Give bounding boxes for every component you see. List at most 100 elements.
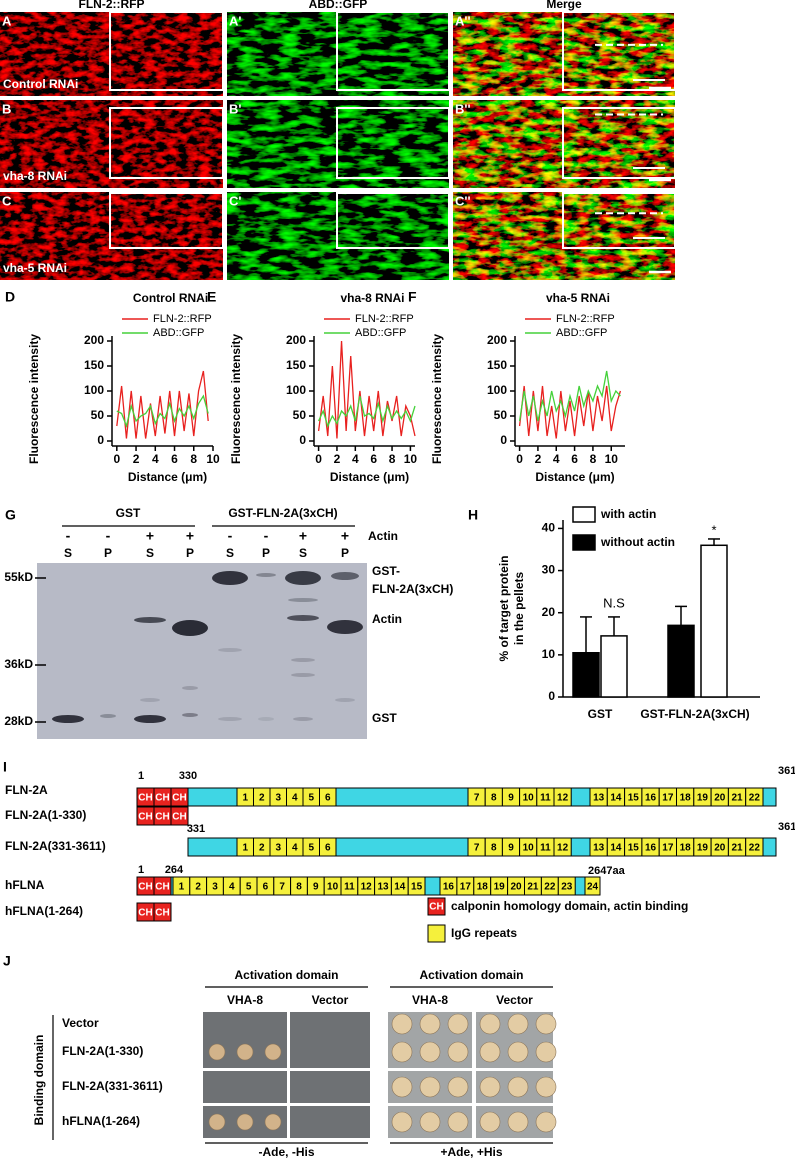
colony [535,1111,557,1133]
colony [479,1111,501,1133]
repeat-label: 5 [246,882,252,893]
panel-letter: G [5,507,16,523]
y-tick-label: 30 [542,563,556,577]
repeat-label: 14 [610,793,622,804]
column-label: VHA-8 [227,993,263,1007]
legend-igg [427,924,446,943]
fraction-label: P [104,546,112,560]
colony [419,1013,441,1035]
panel-letter: J [3,953,11,969]
y-tick-label: 50 [494,408,508,422]
protein-name: FLN-2A [5,783,48,797]
panel-letter: C' [229,193,241,208]
ch-domain [170,806,189,826]
repeat-label: 15 [411,882,423,893]
ch-label: CH [138,882,152,893]
row-label: FLN-2A(1-330) [62,1044,143,1058]
repeat-label: 2 [259,843,265,854]
ch-label: CH [172,812,186,823]
x-axis-label: Distance (μm) [535,470,614,484]
ch-domain [153,876,172,896]
repeat-label: 18 [680,793,692,804]
repeat-label: 18 [680,843,692,854]
igg-repeat [553,837,572,857]
repeat-label: 1 [179,882,185,893]
gel-band [258,717,274,721]
plate-image [203,1071,287,1103]
column-title: ABD::GFP [309,0,368,11]
gel-band [291,673,315,677]
x-tick-label: 6 [370,452,377,466]
legend-label: without actin [600,535,675,549]
panel-letter: B [2,101,11,116]
ch-label: CH [172,793,186,804]
panel-letter: H [468,507,478,523]
panel-letter: E [207,289,216,305]
legend-ch [427,897,446,916]
repeat-label: 20 [714,843,726,854]
colony [391,1076,413,1098]
igg-repeat [745,837,764,857]
residue-label: 2647aa [588,865,626,877]
legend-swatch [572,506,596,523]
y-axis-label: in the pellets [512,572,526,646]
colony [447,1013,469,1035]
actin-sign: - [228,528,233,544]
gel-band [256,573,276,577]
colony [419,1111,441,1133]
repeat-label: 10 [327,882,339,893]
fraction-label: S [64,546,72,560]
gel-band [331,572,359,580]
protein-name: hFLNA(1-264) [5,904,83,918]
actin-sign: + [186,528,194,544]
y-tick-label: 40 [542,521,556,535]
repeat-label: 10 [523,793,535,804]
gel-band [218,648,242,652]
repeat-label: 5 [308,793,314,804]
gel-band [327,620,363,634]
igg-repeat [745,787,764,807]
marker-label: 28kD [4,714,33,728]
colony [264,1113,282,1131]
actin-label: Actin [368,529,398,543]
x-tick-label: GST-FLN-2A(3xCH) [640,707,749,721]
repeat-label: 13 [593,843,605,854]
y-tick-label: 10 [542,647,556,661]
x-tick-label: 4 [352,452,359,466]
gel-band [134,617,166,623]
repeat-label: 3 [212,882,218,893]
repeat-label: 3 [275,843,281,854]
ch-label: CH [155,908,169,919]
actin-sign: - [106,528,111,544]
chart-title: Control RNAi [133,291,208,305]
plate-image [290,1106,370,1138]
x-tick-label: 0 [315,452,322,466]
residue-label: 1 [138,770,144,782]
repeat-label: 23 [561,882,573,893]
legend-label: FLN-2::RFP [556,313,615,325]
x-tick-label: 4 [553,452,560,466]
legend-label: with actin [600,507,656,521]
fraction-label: S [146,546,154,560]
bar [700,544,728,698]
y-axis-label: % of target protein [497,555,511,661]
column-label: Vector [312,993,349,1007]
colony [264,1043,282,1061]
x-tick-label: 0 [516,452,523,466]
y-tick-label: 100 [487,383,507,397]
repeat-label: 15 [628,843,640,854]
residue-label: 330 [179,770,197,782]
repeat-label: 6 [263,882,269,893]
ch-label: CH [155,812,169,823]
repeat-label: 17 [662,793,674,804]
colony [535,1013,557,1035]
y-tick-label: 100 [286,383,306,397]
y-tick-label: 150 [84,358,104,372]
igg-repeat [319,787,337,807]
repeat-label: 4 [292,793,298,804]
repeat-label: 12 [557,793,569,804]
panel-letter: C'' [455,193,471,208]
y-axis-label: Fluorescence intensity [27,334,41,464]
legend-label: calponin homology domain, actin binding [451,899,688,913]
legend-label: ABD::GFP [556,327,607,339]
